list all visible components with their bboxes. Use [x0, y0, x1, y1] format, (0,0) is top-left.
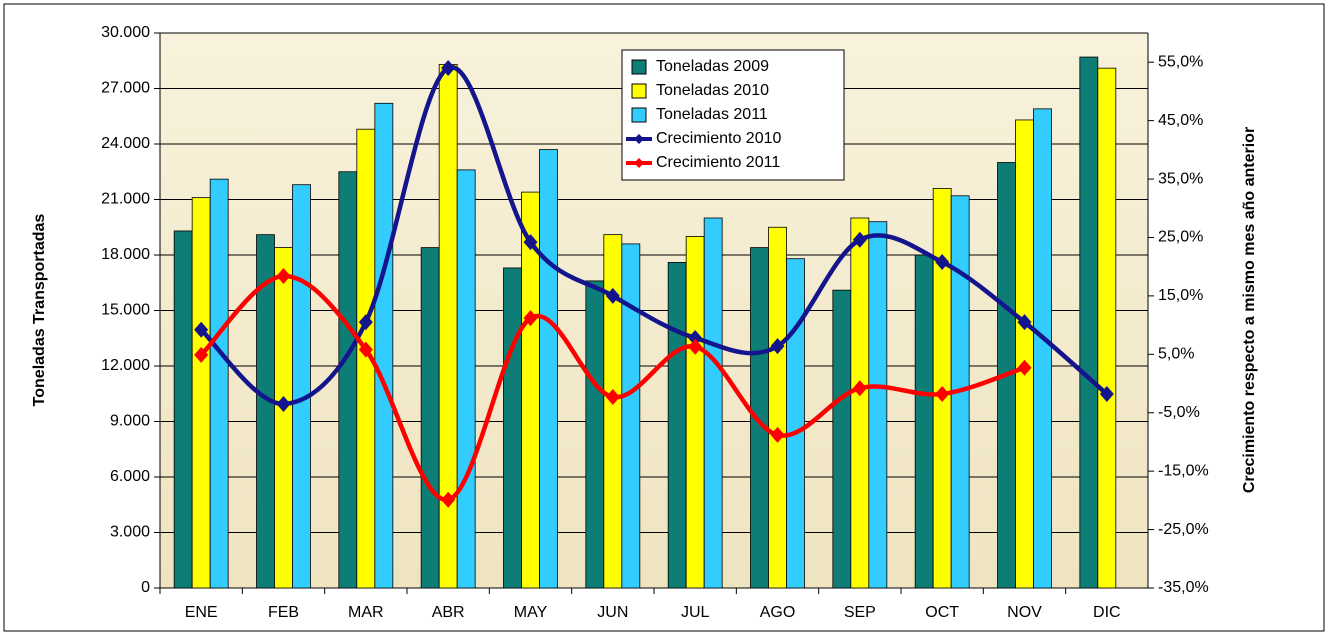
legend-marker: [634, 134, 644, 144]
bar: [621, 243, 641, 589]
legend-marker: [634, 158, 644, 168]
bar: [173, 230, 193, 589]
legend-label: Crecimiento 2010: [656, 130, 782, 147]
bar: [438, 64, 458, 589]
legend-label: Toneladas 2010: [656, 82, 769, 99]
bar: [420, 247, 440, 589]
y-tick-label: 3.000: [110, 524, 150, 541]
bar: [1079, 56, 1099, 589]
marker: [441, 60, 456, 77]
x-tick-label: JUL: [681, 604, 710, 621]
bar: [503, 267, 522, 589]
y2-tick-label: 5,0%: [1158, 346, 1194, 363]
marker: [852, 231, 867, 248]
bar: [768, 226, 787, 589]
bar: [209, 178, 229, 589]
legend-label: Toneladas 2009: [656, 58, 769, 75]
x-tick-label: DIC: [1093, 604, 1121, 621]
bar: [703, 217, 723, 589]
y2-tick-label: 35,0%: [1158, 170, 1203, 187]
y2-tick-label: 25,0%: [1158, 229, 1203, 246]
legend-label: Toneladas 2011: [656, 106, 768, 123]
marker: [1099, 386, 1114, 403]
y-axis-title: Toneladas Transportadas: [31, 214, 48, 407]
marker: [276, 395, 291, 412]
y-tick-label: 9.000: [110, 413, 150, 430]
marker: [688, 338, 703, 355]
bar: [292, 184, 311, 589]
bar: [914, 254, 934, 589]
y2-tick-label: 45,0%: [1158, 112, 1203, 129]
marker: [358, 341, 373, 358]
x-tick-label: SEP: [844, 604, 876, 621]
x-tick-label: ABR: [432, 604, 465, 621]
y-tick-label: 12.000: [101, 357, 150, 374]
marker: [358, 314, 373, 331]
x-tick-label: FEB: [268, 604, 299, 621]
bar: [191, 197, 211, 589]
bar: [868, 221, 888, 589]
y2-tick-label: -35,0%: [1158, 579, 1209, 596]
legend-box: [621, 49, 845, 181]
y-tick-label: 6.000: [110, 468, 150, 485]
x-tick-label: MAR: [348, 604, 384, 621]
bar: [850, 217, 870, 589]
y-tick-label: 30.000: [101, 24, 150, 41]
y-tick-label: 15.000: [101, 302, 150, 319]
marker: [770, 338, 785, 355]
y-tick-label: 0: [141, 579, 150, 596]
bar: [603, 234, 623, 589]
bar: [456, 169, 476, 589]
bar: [585, 280, 605, 589]
marker: [688, 329, 703, 346]
x-tick-label: AGO: [760, 604, 796, 621]
legend-swatch: [631, 59, 647, 75]
y-tick-label: 27.000: [101, 80, 150, 97]
bar: [685, 236, 705, 589]
bar: [338, 171, 358, 589]
marker: [441, 491, 456, 508]
x-tick-label: OCT: [925, 604, 959, 621]
marker: [852, 380, 867, 397]
bar: [1033, 108, 1052, 589]
y2-tick-label: 15,0%: [1158, 287, 1203, 304]
marker: [194, 321, 209, 338]
bar: [1097, 67, 1117, 589]
marker: [523, 310, 538, 327]
marker: [605, 287, 620, 304]
marker: [770, 426, 785, 443]
y-tick-label: 21.000: [101, 191, 150, 208]
bar: [1015, 119, 1034, 589]
marker: [605, 388, 620, 405]
y-tick-label: 24.000: [101, 135, 150, 152]
y2-tick-label: -25,0%: [1158, 521, 1209, 538]
marker: [1017, 359, 1032, 376]
bar: [667, 261, 687, 589]
y2-tick-label: -5,0%: [1158, 404, 1200, 421]
bar: [539, 149, 558, 589]
bar: [786, 258, 805, 589]
legend-swatch: [631, 107, 647, 123]
legend-label: Crecimiento 2011: [656, 154, 780, 171]
y2-tick-label: 55,0%: [1158, 53, 1203, 70]
bar: [274, 247, 293, 589]
y-tick-label: 18.000: [101, 246, 150, 263]
y2-tick-label: -15,0%: [1158, 462, 1209, 479]
x-tick-label: NOV: [1007, 604, 1042, 621]
marker: [935, 254, 950, 271]
bar: [832, 289, 852, 589]
marker: [1017, 314, 1032, 331]
marker: [276, 268, 291, 285]
marker: [523, 234, 538, 251]
marker: [194, 346, 209, 363]
x-tick-label: MAY: [514, 604, 548, 621]
marker: [935, 386, 950, 403]
x-tick-label: ENE: [185, 604, 218, 621]
bar: [374, 102, 394, 589]
x-tick-label: JUN: [597, 604, 628, 621]
legend-swatch: [631, 83, 647, 99]
y2-axis-title: Crecimiento respecto a mismo mes año ant…: [1241, 127, 1258, 493]
